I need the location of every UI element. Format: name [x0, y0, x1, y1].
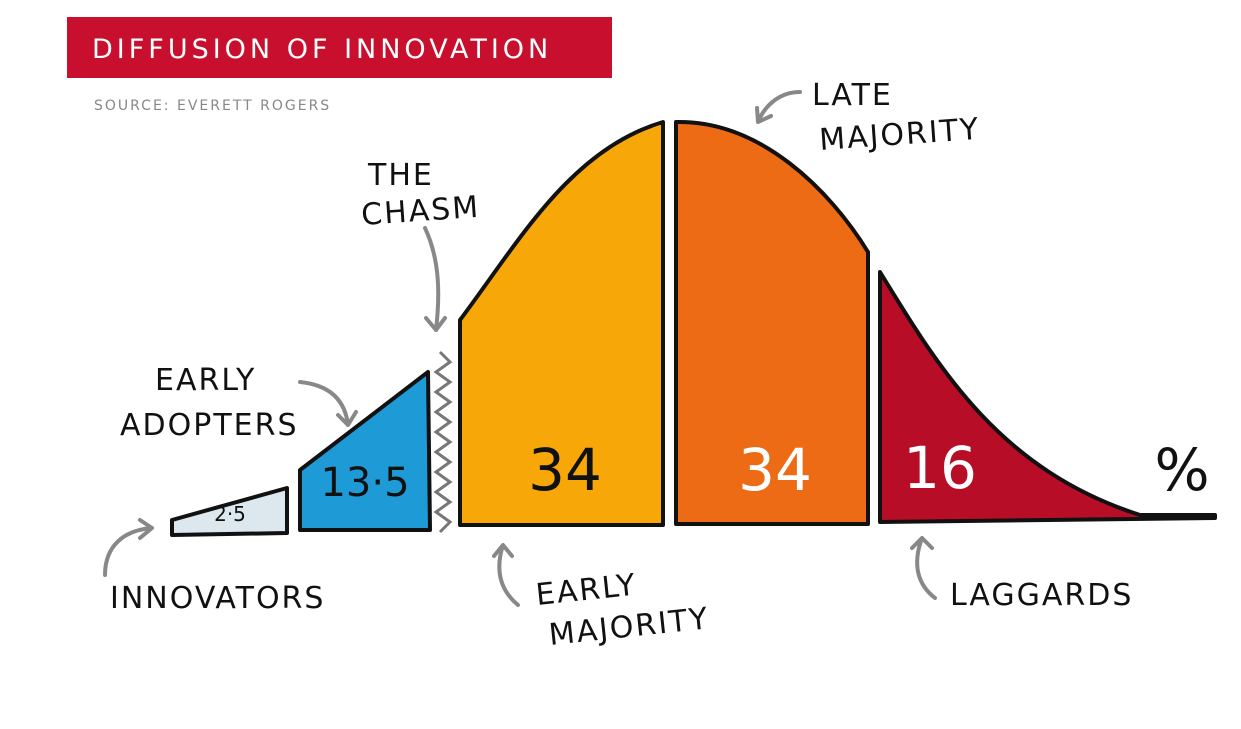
- segment-label: ADOPTERS: [120, 408, 299, 443]
- segment-value: 16: [903, 434, 977, 502]
- unit: %: [1154, 436, 1209, 504]
- segment-value: 2·5: [214, 502, 246, 526]
- innovators-shape: [170, 486, 289, 537]
- late-majority-shape: [674, 119, 870, 526]
- title-bar: [67, 17, 612, 78]
- segment-value: 34: [738, 436, 812, 504]
- segment-label: MAJORITY: [818, 112, 981, 158]
- segment-label: EARLY: [534, 568, 638, 613]
- chasm-zigzag: [433, 350, 453, 534]
- segment-value: 34: [528, 436, 602, 504]
- title: DIFFUSION OF INNOVATION: [92, 34, 552, 65]
- laggards-shape: [878, 270, 1217, 524]
- arrows: [103, 90, 937, 607]
- chasm-label: CHASM: [360, 190, 481, 233]
- early-adopters-shape: [298, 370, 432, 532]
- segment-label: LATE: [812, 78, 893, 113]
- segment-label: LAGGARDS: [950, 578, 1133, 613]
- segment-label: EARLY: [155, 363, 256, 398]
- segment-label: INNOVATORS: [110, 581, 325, 616]
- source: SOURCE: EVERETT ROGERS: [94, 98, 331, 114]
- early-majority-shape: [458, 120, 665, 527]
- segment-value: 13·5: [320, 460, 409, 506]
- chasm-label: THE: [367, 158, 434, 193]
